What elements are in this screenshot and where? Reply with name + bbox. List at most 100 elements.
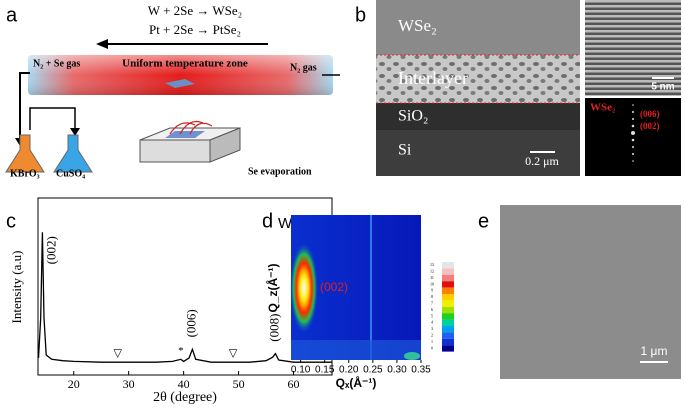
colorbar-cell [442,313,454,320]
flask [53,134,93,173]
x-tick-label: 0.10 [291,365,311,376]
map-peak [290,243,318,333]
x-tick-label: 40 [178,377,190,391]
arrow-head [70,128,80,136]
diffraction-spots [631,104,635,162]
layer-label: WSe₂ [398,16,437,35]
x-tick-label: 50 [233,377,245,391]
arrow-head [96,39,108,49]
reaction: W + 2Se → WSe₂ [148,3,242,18]
x-tick-label: 0.20 [339,365,359,376]
sem-layer [376,103,580,130]
layer-label: Interlayer [398,68,468,88]
zone-label: Uniform temperature zone [122,58,248,70]
colorbar-label: 3 [431,326,433,331]
x-tick-label: 0.30 [387,365,407,376]
spot-label: (002) [640,121,660,131]
panel-label: e [478,210,489,232]
x-tick-label: 20 [68,377,80,391]
colorbar-cell [442,274,454,282]
layer-label: Si [398,142,412,159]
colorbar-label: 1 [431,339,433,344]
flask [5,134,45,173]
sem-image [500,205,681,379]
map-streak [370,215,372,360]
colorbar-cell [442,281,454,288]
panel-a: a W + 2Se → WSe₂ Pt + 2Se → PtSe₂ Unifor… [5,3,340,179]
map-spot [404,352,420,360]
substrate [165,131,205,138]
colorbar-label: 6 [431,307,433,312]
x-axis-label: Qₓ(Å⁻¹) [336,375,377,390]
sem-layer [376,0,580,55]
colorbar-label: 8 [431,294,433,299]
panel-label: c [6,210,16,232]
colorbar-cell [442,319,454,326]
panel-label: a [6,4,18,26]
peak-marker: * [178,345,184,357]
y-axis-label: Intensity (a.u) [9,251,24,324]
peak-label: (008) [266,314,281,342]
scale-label: 1 μm [641,344,668,358]
x-tick-label: 60 [288,377,300,391]
peak-label: (006) [183,309,198,337]
flask-label: KBrO₃ [10,168,40,179]
box-front [139,139,211,163]
substrate [165,79,195,88]
colorbar-cell [442,306,454,314]
peak-marker: ▽ [229,348,238,360]
panel-label: d [262,210,273,232]
sem-layer [376,55,580,103]
spectrum [37,232,332,363]
reaction: Pt + 2Se → PtSe₂ [149,22,241,37]
colorbar-label: 11 [430,275,434,280]
colorbar-label: 9 [431,288,433,293]
scale-label: 0.2 μm [525,154,559,168]
layer-label: SiO₂ [398,108,428,125]
colorbar-label: 13 [430,262,434,267]
colorbar-cell [442,294,454,301]
colorbar-cell [442,345,454,352]
colorbar-cell [442,338,454,346]
map-band [291,340,421,360]
panel-d: d (002) Qₓ(Å⁻¹) Q_z(Å⁻¹) 0.10 0.15 0.20 0.2… [262,210,454,390]
pipe [29,107,76,130]
colorbar-label: 4 [431,320,433,325]
colorbar-cell [442,287,454,294]
inlet-label: N₂ + Se gas [33,58,80,69]
panel-c: c WSe₂ 2θ (degree) Intensity (a.u) 20304… [6,197,333,405]
colorbar-label: 7 [431,301,433,306]
panel-b: b WSe₂ Interlayer SiO₂ Si 0.2 μm 5 nm WS… [355,0,681,176]
spot-label: (006) [640,109,660,119]
x-tick-label: 0.25 [363,365,383,376]
evaporation-label: Se evaporation [248,166,312,177]
colorbar-cell [442,326,454,333]
x-axis-label: 2θ (degree) [153,390,217,405]
flask-label: CuSO₄ [56,168,85,179]
colorbar-label: 5 [431,313,433,318]
peak-marker: ▽ [113,348,122,360]
colorbar-label: 10 [430,281,434,286]
panel-label: b [355,4,366,26]
colorbar-cell [442,268,454,275]
panel-e: e 1 μm [478,205,681,379]
peak-label: (002) [320,280,348,294]
colorbar-cell [442,332,454,339]
diffraction-title: WSe₂ [590,102,616,114]
inlet-label: N₂ gas [290,62,317,73]
colorbar-cell [442,300,454,307]
scale-label: 5 nm [651,82,674,93]
y-axis-label: Q_z(Å⁻¹) [265,264,280,313]
tube-shade [28,55,333,95]
colorbar-label: 12 [430,269,434,274]
vapor [169,121,213,135]
x-tick-label: 30 [123,377,135,391]
pipe [19,72,30,140]
colorbar-cell [442,262,454,269]
x-tick-label: 0.35 [411,365,431,376]
colorbar-label: 2 [431,333,433,338]
peak-label: (002) [43,236,58,264]
colorbar-label: 0 [431,345,433,350]
x-tick-label: 0.15 [315,365,335,376]
